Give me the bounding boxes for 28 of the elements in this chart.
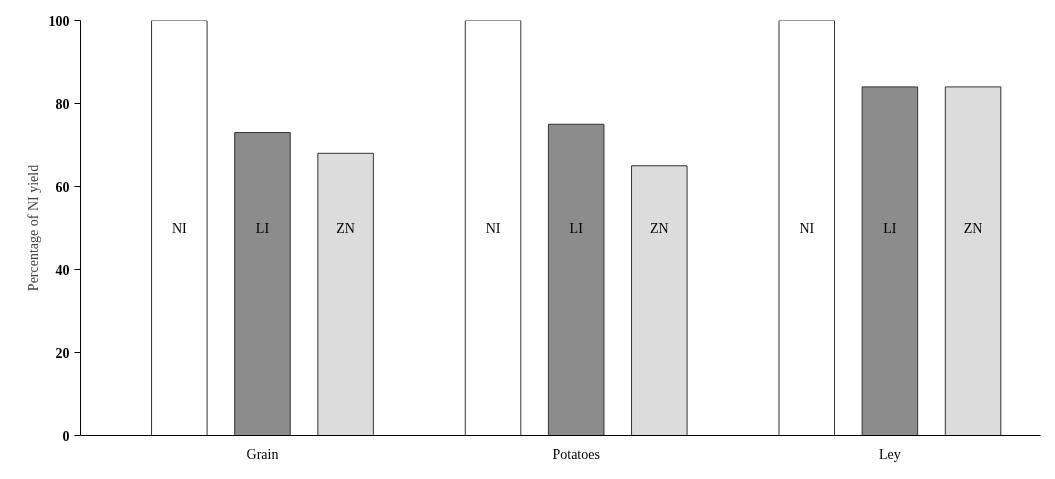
y-tick-label: 100	[48, 13, 70, 29]
text: LI	[569, 220, 583, 236]
bar	[861, 86, 919, 436]
y-tick-label: 0	[62, 428, 70, 444]
bar	[317, 152, 374, 436]
y-tick-label: 60	[55, 179, 70, 195]
y-tick-label: 80	[55, 96, 70, 112]
x-tick-label: Potatoes	[552, 446, 600, 462]
bar	[778, 20, 836, 436]
text: NI	[171, 220, 187, 236]
bar	[234, 132, 291, 436]
x-tick-label: Ley	[879, 446, 901, 462]
y-tick-label: 40	[55, 262, 70, 278]
series-label: LI	[883, 220, 897, 236]
bar	[151, 20, 208, 436]
text: ZN	[649, 220, 669, 236]
bar	[464, 20, 522, 436]
bar	[547, 123, 605, 436]
text: LI	[255, 220, 270, 236]
bar	[631, 165, 688, 436]
y-axis-title: Percentage of NI yield	[25, 164, 41, 292]
text: NI	[799, 220, 815, 236]
x-tick-label: Grain	[246, 446, 279, 462]
y-tick-label: 20	[55, 345, 70, 361]
text: ZN	[336, 220, 355, 236]
series-label: NI	[485, 220, 501, 236]
bar	[944, 86, 1002, 436]
series-label: ZN	[963, 220, 983, 236]
